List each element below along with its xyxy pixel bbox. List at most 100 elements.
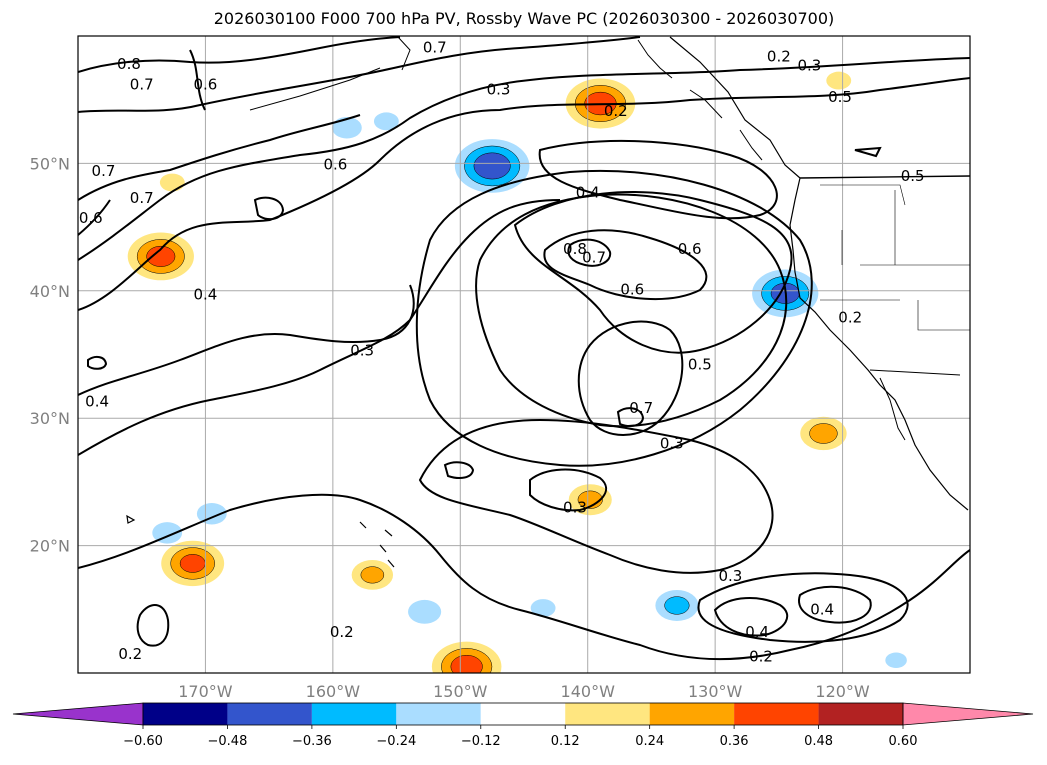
contour-line (529, 468, 608, 512)
anomaly-small-negative-6 (373, 112, 399, 131)
contour-line (798, 585, 872, 624)
contour-line (87, 355, 108, 370)
colorbar-tick-label: 0.24 (635, 734, 664, 749)
lon-tick-label: 170°W (178, 682, 233, 701)
anomaly-level-1 (331, 116, 362, 139)
anomaly-hawaii-positive (351, 559, 394, 590)
contour-label: 0.8 (117, 55, 141, 73)
contour-label: 0.3 (719, 567, 743, 585)
contour-label: 0.4 (193, 286, 217, 304)
contour-line (697, 572, 909, 643)
contour-label: 0.5 (688, 356, 712, 374)
gridlines (78, 36, 970, 673)
contour-line (253, 196, 285, 221)
contour-label: 0.2 (838, 309, 862, 327)
colorbar-tick-label: 0.36 (720, 734, 749, 749)
anomaly-level-2 (664, 596, 690, 615)
colorbar-cell (143, 703, 228, 725)
lat-tick-label: 40°N (30, 282, 70, 301)
contour-label: 0.4 (745, 623, 769, 641)
anomaly-level-3 (450, 654, 483, 673)
contour-line (443, 461, 475, 479)
contour-label: 0.3 (563, 498, 587, 516)
contour-label: 0.7 (582, 249, 606, 267)
contour-label: 0.7 (130, 189, 154, 207)
contour-line (567, 238, 612, 267)
colorbar: −0.60 −0.48 −0.36 −0.24 −0.12 0.12 0.24 0.36 0.4… (12, 702, 1034, 749)
contour-line (78, 114, 361, 201)
contour-label: 0.6 (79, 209, 103, 227)
colorbar-tick-label: 0.48 (804, 734, 833, 749)
lon-tick-label: 150°W (433, 682, 488, 701)
contour-line (415, 169, 813, 467)
colorbar-tick-label: −0.36 (292, 734, 332, 749)
anomaly-level-1 (196, 503, 227, 525)
contour-label: 0.6 (620, 281, 644, 299)
anomaly-level-2 (809, 423, 838, 444)
lat-tick-label: 50°N (30, 154, 70, 173)
anomaly-small-negative-1 (196, 503, 227, 525)
anomaly-level-1 (159, 173, 185, 192)
anomaly-gulf-of-alaska-negative (454, 139, 530, 193)
colorbar-tick-label: −0.48 (208, 734, 248, 749)
colorbar-ticks: −0.60 −0.48 −0.36 −0.24 −0.12 0.12 0.24 0.36 0.4… (123, 725, 917, 749)
contour-line (78, 284, 415, 396)
colorbar-tick-label: 0.12 (551, 734, 580, 749)
lon-tick-label: 120°W (815, 682, 870, 701)
contour-label: 0.3 (798, 56, 822, 74)
anomaly-small-negative-3 (408, 599, 442, 624)
lon-tick-label: 130°W (688, 682, 743, 701)
contour-line (78, 36, 401, 73)
anomaly-southern-positive (431, 641, 502, 673)
anomaly-small-negative-4 (530, 599, 556, 617)
colorbar-cell (734, 703, 819, 725)
contour-line (418, 418, 774, 574)
contour-line (538, 139, 778, 220)
anomaly-level-2 (360, 566, 385, 584)
contour-line (713, 597, 789, 637)
colorbar-cell (227, 703, 312, 725)
colorbar-tick-label: −0.60 (123, 734, 163, 749)
contour-label: 0.2 (749, 647, 773, 665)
contour-line (136, 604, 170, 647)
lat-tick-label: 20°N (30, 537, 70, 556)
contour-label: 0.7 (629, 399, 653, 417)
anomaly-small-positive-west (159, 173, 185, 192)
contour-line (616, 407, 645, 427)
contour-label: 0.2 (767, 47, 791, 65)
contour-line (78, 493, 970, 661)
colorbar-frame (142, 702, 904, 726)
contour-label: 0.4 (810, 600, 834, 618)
contour-line (475, 193, 788, 428)
anomaly-eastern-tropical-negative (655, 589, 699, 621)
colorbar-extend-min (12, 702, 144, 726)
chart-title: 2026030100 F000 700 hPa PV, Rossby Wave … (214, 9, 835, 28)
contour-label: 0.5 (901, 167, 925, 185)
baja-california (879, 377, 906, 441)
anomaly-level-1 (152, 522, 183, 544)
contour-label: 0.4 (576, 184, 600, 202)
contour-label: 0.8 (563, 240, 587, 258)
anomaly-small-negative-se (885, 652, 907, 669)
contour-line (78, 199, 561, 456)
anomaly-level-3 (179, 554, 206, 573)
latitude-labels: 50°N 40°N 30°N 20°N (30, 154, 70, 555)
colorbar-extend-max (902, 702, 1034, 726)
contour-line (854, 146, 882, 158)
colorbar-cell (311, 703, 397, 725)
us-canada-border (799, 175, 970, 179)
contour-label: 0.2 (330, 623, 354, 641)
longitude-labels: 170°W 160°W 150°W 140°W 130°W 120°W (178, 682, 870, 701)
contour-label: 0.2 (118, 645, 142, 663)
contour-labels: 0.7 0.6 0.7 0.2 0.3 0.5 0.3 0.2 0.6 0.7 0.7 0.4 0.6 0… (79, 38, 925, 665)
contour-label: 0.7 (130, 75, 154, 93)
us-state-borders (820, 184, 970, 331)
pv-contours (78, 36, 970, 661)
anomaly-level-1 (408, 599, 442, 624)
contour-line (543, 229, 708, 300)
anomaly-mexico-coast-positive (800, 416, 847, 451)
contour-label: 0.2 (604, 102, 628, 120)
contour-label: 0.6 (678, 240, 702, 258)
us-mexico-border (869, 369, 961, 376)
